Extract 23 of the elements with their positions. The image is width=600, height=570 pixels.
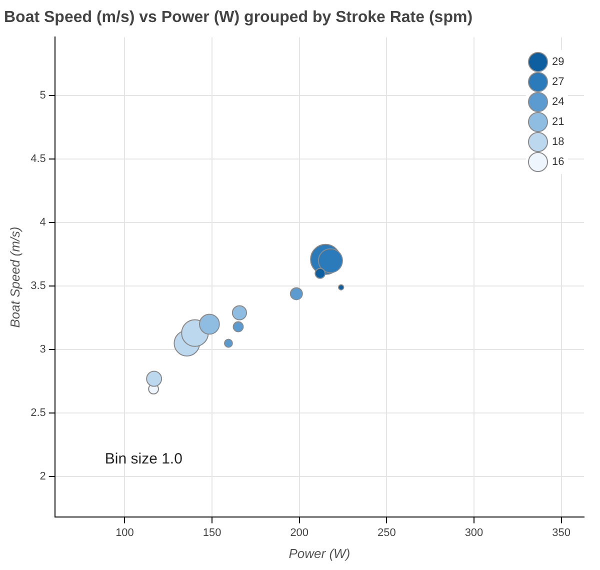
x-tick-label: 250 xyxy=(377,526,396,539)
y-tick-label: 4 xyxy=(40,216,46,229)
y-tick-label: 3.5 xyxy=(30,280,46,292)
y-tick-label: 3 xyxy=(40,344,46,356)
x-tick-label: 350 xyxy=(552,526,570,539)
legend-label: 21 xyxy=(552,116,564,128)
x-axis-title: Power (W) xyxy=(288,546,350,561)
x-tick-label: 300 xyxy=(464,526,484,539)
annotation: Bin size 1.0 xyxy=(104,450,182,468)
y-tick-label: 2 xyxy=(40,470,46,483)
x-tick-label: 150 xyxy=(202,526,222,539)
x-tick-label: 200 xyxy=(290,526,309,539)
y-tick-label: 4.5 xyxy=(30,153,46,166)
y-tick-label: 2.5 xyxy=(30,407,46,420)
x-tick-label: 100 xyxy=(116,526,134,539)
y-axis-title: Boat Speed (m/s) xyxy=(7,226,22,328)
legend-label: 16 xyxy=(552,156,564,168)
legend-label: 29 xyxy=(552,56,564,68)
legend-label: 18 xyxy=(552,136,564,148)
legend-label: 24 xyxy=(552,96,564,108)
chart-title: Boat Speed (m/s) vs Power (W) grouped by Stroke Rate (spm) xyxy=(4,9,473,26)
legend-label: 27 xyxy=(552,76,564,88)
y-tick-label: 5 xyxy=(40,90,46,102)
